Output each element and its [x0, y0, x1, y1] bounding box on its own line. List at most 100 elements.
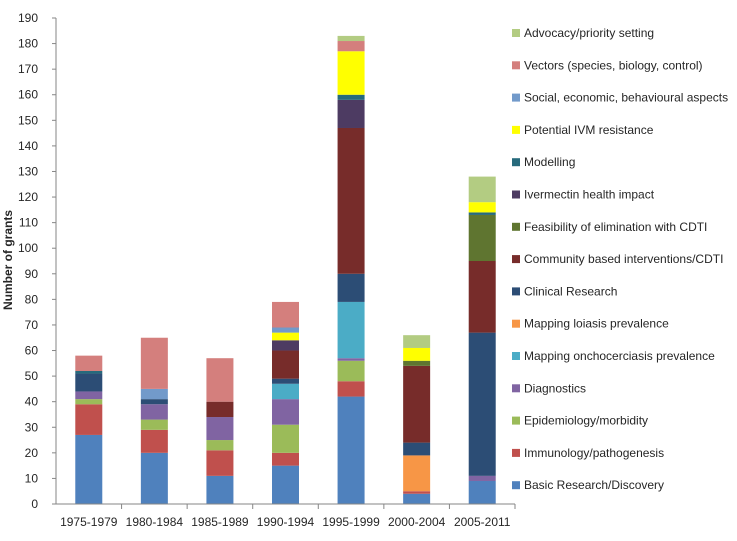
legend-swatch	[512, 287, 520, 296]
bar-segment	[272, 378, 299, 384]
bar-segment	[337, 381, 365, 397]
bar-segment	[337, 360, 365, 382]
legend-label: Epidemiology/morbidity	[524, 414, 648, 428]
bar-segment	[403, 491, 431, 494]
legend: Advocacy/priority setting Vectors (specie…	[512, 26, 728, 492]
bar-segment	[337, 358, 365, 361]
bar-segment	[272, 465, 299, 504]
bar-segment	[468, 332, 496, 476]
bar-segment	[206, 440, 234, 451]
y-tick-label: 100	[18, 241, 38, 255]
bar-segment	[337, 273, 365, 302]
bar-segment	[272, 350, 299, 379]
legend-label: Immunology/pathogenesis	[524, 446, 664, 460]
x-tick-label: 1990-1994	[257, 515, 315, 529]
legend-label: Feasibility of elimination with CDTI	[524, 220, 707, 234]
y-tick-label: 0	[31, 497, 38, 511]
y-tick-label: 140	[18, 139, 38, 153]
bar-segment	[403, 360, 431, 366]
legend-label: Advocacy/priority setting	[524, 26, 654, 40]
y-tick-label: 120	[18, 190, 38, 204]
bar-segment	[272, 327, 299, 333]
bar-segment	[75, 404, 103, 435]
bar-segment	[337, 99, 365, 128]
bar-segment	[140, 337, 168, 389]
bar-segment	[206, 450, 234, 476]
y-axis-label: Number of grants	[1, 210, 15, 310]
bar-segment	[403, 335, 431, 348]
x-tick-label: 1975-1979	[60, 515, 118, 529]
bar-segment	[337, 41, 365, 52]
legend-swatch	[512, 255, 520, 264]
y-tick-label: 20	[25, 446, 39, 460]
bar-segment	[337, 396, 365, 504]
x-tick-label: 2000-2004	[388, 515, 446, 529]
bar-segment	[337, 301, 365, 359]
bar-segment	[272, 383, 299, 400]
legend-swatch	[512, 61, 520, 70]
bar-segment	[468, 475, 496, 481]
bar-segment	[403, 365, 431, 443]
legend-swatch	[512, 416, 520, 425]
legend-label: Clinical Research	[524, 284, 617, 298]
axes-layer: 0 10 20 30 40 50 60 70 80 90 100 110 120 130 140 150 160…	[18, 11, 516, 529]
legend-swatch	[512, 158, 520, 167]
bar-segment	[337, 35, 365, 42]
y-tick-label: 150	[18, 113, 38, 127]
bar-segment	[75, 355, 103, 371]
legend-swatch	[512, 29, 520, 37]
bar-segment	[206, 475, 234, 504]
legend-label: Mapping loiasis prevalence	[524, 317, 669, 331]
y-tick-label: 90	[25, 267, 39, 281]
y-tick-label: 50	[25, 369, 39, 383]
x-tick-label: 1985-1989	[191, 515, 249, 529]
bar-segment	[140, 399, 168, 405]
bar-segment	[468, 261, 496, 333]
y-tick-label: 70	[25, 318, 39, 332]
legend-label: Social, economic, behavioural aspects	[524, 91, 728, 105]
y-tick-label: 110	[19, 216, 38, 230]
y-tick-label: 40	[25, 395, 39, 409]
legend-label: Ivermectin health impact	[524, 188, 655, 202]
legend-swatch	[512, 352, 520, 360]
x-tick-label: 2005-2011	[454, 515, 511, 529]
legend-label: Basic Research/Discovery	[524, 478, 664, 492]
bar-segment	[468, 212, 496, 215]
legend-swatch	[512, 222, 520, 231]
legend-swatch	[512, 481, 520, 490]
legend-swatch	[512, 125, 520, 134]
bar-segment	[272, 424, 299, 453]
legend-label: Modelling	[524, 155, 575, 169]
legend-swatch	[512, 93, 520, 102]
bars-layer	[75, 35, 496, 504]
bar-segment	[75, 373, 103, 392]
y-tick-label: 60	[25, 344, 39, 358]
bar-segment	[403, 455, 431, 492]
bar-segment	[206, 417, 234, 441]
bar-segment	[140, 388, 168, 400]
bar-segment	[337, 94, 365, 100]
bar-segment	[468, 202, 496, 213]
bar-segment	[75, 434, 103, 504]
bar-segment	[272, 332, 299, 341]
legend-label: Community based interventions/CDTI	[524, 252, 723, 266]
bar-segment	[403, 493, 431, 504]
bar-segment	[272, 452, 299, 466]
y-tick-label: 10	[25, 471, 39, 485]
bar-segment	[140, 452, 168, 504]
legend-swatch	[512, 384, 520, 393]
x-tick-label: 1980-1984	[126, 515, 184, 529]
bar-segment	[206, 401, 234, 418]
bar-segment	[75, 391, 103, 400]
bar-segment	[140, 404, 168, 420]
y-tick-label: 80	[25, 292, 39, 306]
y-tick-label: 170	[18, 62, 38, 76]
bar-segment	[403, 347, 431, 361]
y-tick-label: 190	[18, 11, 38, 25]
bar-segment	[272, 399, 299, 425]
y-tick-label: 180	[18, 37, 38, 51]
y-tick-label: 130	[18, 164, 38, 178]
legend-label: Potential IVM resistance	[524, 123, 654, 137]
bar-segment	[468, 214, 496, 261]
